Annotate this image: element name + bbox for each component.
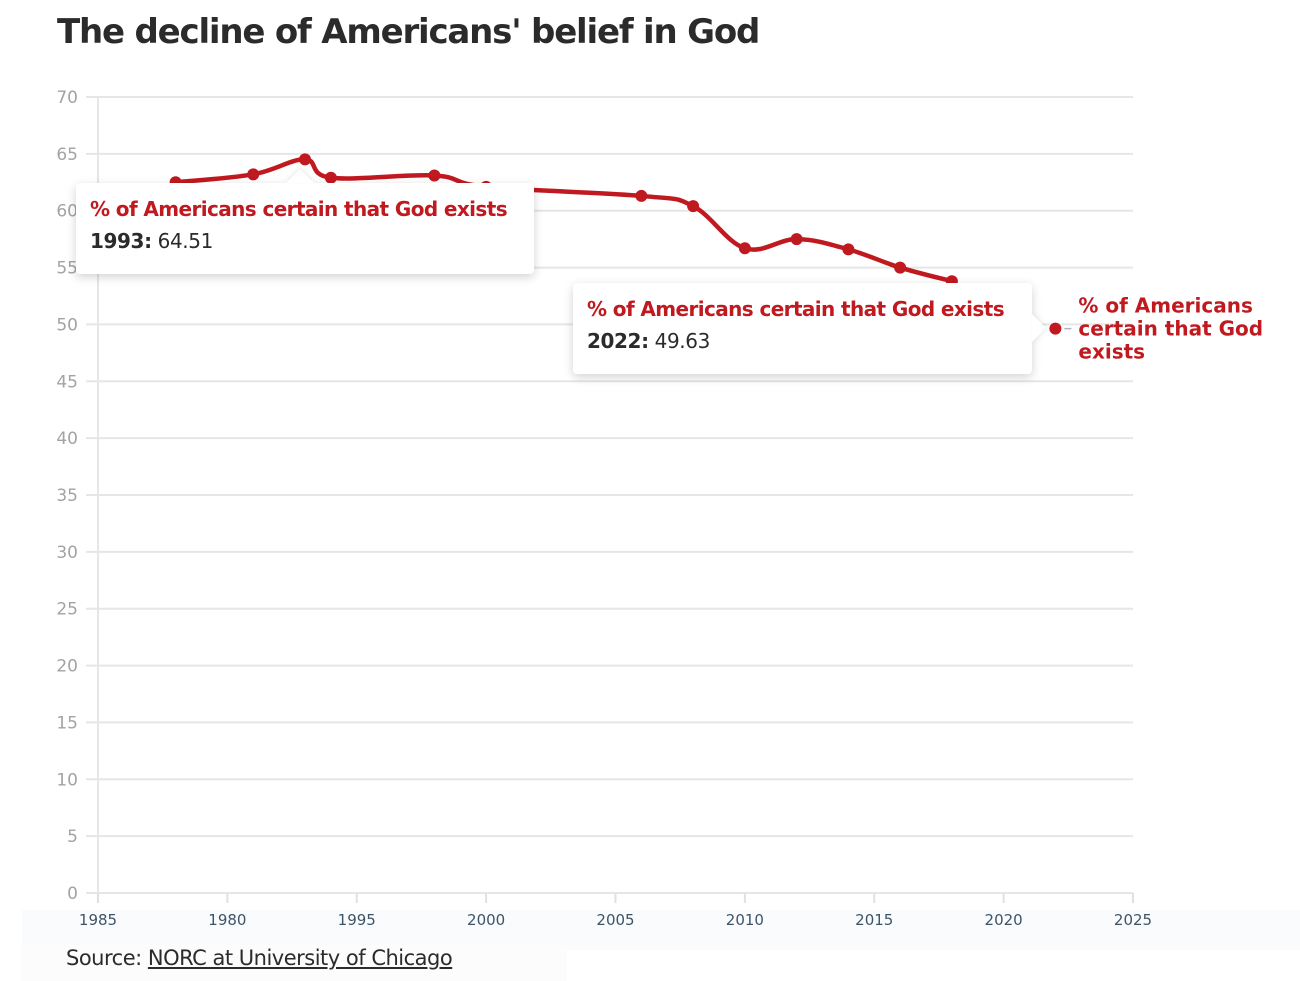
tooltip-series-name: % of Americans certain that God exists: [90, 197, 508, 221]
tooltip-value: 64.51: [157, 229, 214, 253]
y-tick-label: 5: [67, 827, 78, 847]
tooltip-value-row: 1993: 64.51: [90, 229, 520, 253]
data-point-1998[interactable]: [428, 169, 441, 182]
x-tick-label: 2005: [596, 911, 634, 929]
y-tick-label: 60: [56, 202, 78, 222]
x-tick-label: 1985: [79, 911, 117, 929]
x-tick-label: 2010: [726, 911, 764, 929]
y-tick-label: 55: [56, 259, 78, 279]
data-point-2016[interactable]: [894, 261, 907, 274]
tooltip-year: 2022:: [587, 329, 649, 353]
x-tick-label: 2015: [855, 911, 893, 929]
data-point-2006[interactable]: [635, 189, 648, 202]
tooltip-value-row: 2022: 49.63: [587, 329, 1018, 353]
y-tick-label: 0: [67, 884, 78, 904]
y-tick-label: 65: [56, 145, 78, 165]
tooltip-year: 1993:: [90, 229, 152, 253]
source-link[interactable]: NORC at University of Chicago: [147, 946, 453, 970]
source-note: Source: NORC at University of Chicago: [66, 946, 453, 970]
data-point-2022[interactable]: [1049, 322, 1062, 335]
y-tick-label: 50: [56, 315, 78, 335]
y-tick-label: 45: [56, 372, 78, 392]
y-tick-label: 20: [56, 657, 78, 677]
y-tick-label: 30: [56, 543, 78, 563]
y-tick-label: 10: [56, 770, 78, 790]
gridlines: [86, 96, 1133, 894]
tooltip-arrow: [286, 169, 314, 183]
tooltip-arrow: [1032, 314, 1046, 342]
x-tick-label: 1980: [208, 911, 246, 929]
source-band: [22, 945, 567, 981]
data-point-2010[interactable]: [738, 242, 751, 255]
data-point-1993[interactable]: [299, 153, 311, 166]
data-point-2008[interactable]: [687, 200, 700, 213]
x-tick-label: 2000: [467, 911, 505, 929]
x-tick-label: 1995: [338, 911, 376, 929]
end-label-line: certain that God: [1078, 317, 1263, 341]
tooltip-1993: % of Americans certain that God exists 1…: [76, 169, 534, 274]
data-point-2012[interactable]: [790, 233, 803, 246]
y-tick-label: 25: [56, 600, 78, 620]
end-label-line: exists: [1078, 340, 1145, 364]
end-label-line: % of Americans: [1078, 294, 1253, 318]
chart-title: The decline of Americans' belief in God: [57, 12, 760, 52]
y-tick-label: 35: [56, 486, 78, 506]
axis-band: [22, 910, 1300, 950]
x-axis-ticks: 1985 1980 1995 2000 2005 2010 2015 2020 2025: [79, 893, 1152, 929]
y-tick-label: 70: [56, 88, 78, 108]
x-tick-label: 2020: [985, 911, 1023, 929]
tooltip-series-name: % of Americans certain that God exists: [587, 297, 1005, 321]
data-point-2014[interactable]: [842, 243, 855, 256]
y-tick-label: 15: [56, 713, 78, 733]
source-prefix: Source:: [66, 946, 148, 970]
y-tick-label: 40: [56, 429, 78, 449]
tooltip-2022: % of Americans certain that God exists 2…: [573, 283, 1046, 374]
y-axis-ticks: 0 5 10 15 20 25 30 35 40 45 50 55 60 65 70: [56, 88, 78, 904]
tooltip-value: 49.63: [654, 329, 711, 353]
data-point-1994[interactable]: [324, 171, 337, 184]
x-tick-label: 2025: [1114, 911, 1152, 929]
data-point-1991[interactable]: [247, 168, 260, 181]
